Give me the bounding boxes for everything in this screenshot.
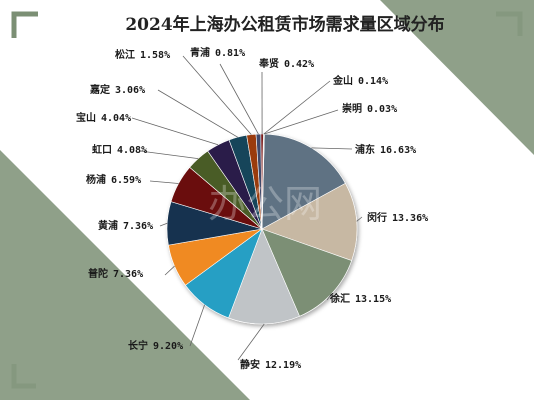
slice-label-13: 青浦 0.81% (190, 46, 245, 59)
slice-label-value: 4.04% (101, 113, 131, 124)
slice-label-value: 9.20% (153, 341, 183, 352)
corner-bracket-bottom-right (498, 366, 523, 389)
slice-label-name: 宝山 (76, 111, 96, 124)
slice-label-16: 崇明 0.03% (342, 102, 397, 115)
slice-label-name: 闵行 (367, 211, 387, 224)
slice-label-value: 13.15% (355, 294, 391, 305)
corner-bracket-bottom-left (11, 364, 36, 389)
leader-line-5 (189, 304, 205, 347)
slice-label-value: 7.36% (113, 269, 143, 280)
leader-line-4 (237, 323, 265, 361)
slice-label-value: 16.63% (380, 145, 416, 156)
leader-line-3 (326, 293, 332, 301)
slice-label-7: 黄浦 7.36% (98, 219, 153, 232)
corner-bracket-top-left (11, 11, 38, 38)
slice-label-name: 青浦 (190, 46, 210, 59)
corner-triangle-bottom-left (0, 150, 250, 400)
pie-slice-2 (261, 182, 358, 261)
corner-bracket-top-right (496, 11, 523, 36)
slice-label-name: 嘉定 (89, 83, 110, 96)
slice-label-15: 金山 0.14% (332, 74, 388, 87)
slice-label-value: 3.06% (115, 85, 145, 96)
slice-label-value: 4.08% (117, 145, 147, 156)
slice-label-value: 6.59% (111, 175, 141, 186)
leader-line-11 (157, 89, 238, 138)
slice-labels: 浦东 16.63% 闵行 13.36% 徐汇 13.15% 静安 12.19% 长宁 9.20% 普… (76, 46, 428, 371)
leader-line-15 (263, 80, 331, 135)
slice-label-name: 徐汇 (329, 292, 350, 305)
leader-lines (131, 55, 363, 361)
leader-line-8 (149, 180, 179, 184)
slice-label-name: 普陀 (88, 267, 108, 280)
slice-label-value: 1.58% (140, 50, 170, 61)
slice-label-value: 7.36% (123, 221, 153, 232)
slice-label-value: 0.81% (215, 48, 245, 59)
slice-label-3: 徐汇 13.15% (329, 292, 391, 305)
slice-label-12: 松江 1.58% (115, 48, 170, 61)
corner-triangle-top-right (380, 0, 534, 155)
leader-line-13 (219, 63, 259, 135)
leader-line-6 (164, 265, 175, 276)
slice-label-name: 松江 (115, 48, 135, 61)
leader-line-2 (356, 216, 363, 222)
slice-label-value: 13.36% (392, 213, 428, 224)
slice-label-value: 0.14% (358, 76, 388, 87)
leader-line-1 (311, 147, 353, 150)
slice-label-value: 0.42% (284, 59, 314, 70)
slice-label-name: 奉贤 (258, 57, 280, 70)
slice-label-6: 普陀 7.36% (88, 267, 143, 280)
slice-label-10: 宝山 4.04% (76, 111, 131, 124)
leader-line-10 (131, 117, 219, 146)
chart-title: 2024年上海办公租赁市场需求量区域分布 (125, 14, 444, 35)
slice-label-name: 杨浦 (86, 173, 106, 186)
leader-line-12 (182, 55, 252, 135)
slice-label-value: 12.19% (265, 360, 301, 371)
slice-label-name: 静安 (240, 358, 260, 371)
slice-label-name: 长宁 (128, 339, 148, 352)
slice-label-name: 崇明 (342, 102, 362, 115)
slice-label-11: 嘉定 3.06% (89, 83, 145, 96)
slice-label-14: 奉贤 0.42% (258, 57, 314, 70)
pie-slices (166, 133, 358, 325)
slice-label-name: 金山 (332, 74, 353, 87)
pie-slice-3 (261, 228, 352, 317)
slice-label-value: 0.03% (367, 104, 397, 115)
slice-label-name: 黄浦 (98, 219, 118, 232)
slice-label-5: 长宁 9.20% (128, 339, 183, 352)
slice-label-4: 静安 12.19% (240, 358, 301, 371)
leader-line-7 (159, 222, 168, 227)
watermark-text: 办公网 (208, 182, 322, 226)
pie-slice-4 (228, 228, 300, 325)
slice-label-name: 虹口 (92, 143, 112, 156)
slice-label-8: 杨浦 6.59% (86, 173, 141, 186)
slice-label-name: 浦东 (355, 143, 375, 156)
slice-label-1: 浦东 16.63% (355, 143, 416, 156)
slice-label-9: 虹口 4.08% (92, 143, 147, 156)
leader-line-16 (264, 109, 339, 135)
leader-line-9 (139, 150, 199, 159)
slice-label-2: 闵行 13.36% (367, 211, 428, 224)
